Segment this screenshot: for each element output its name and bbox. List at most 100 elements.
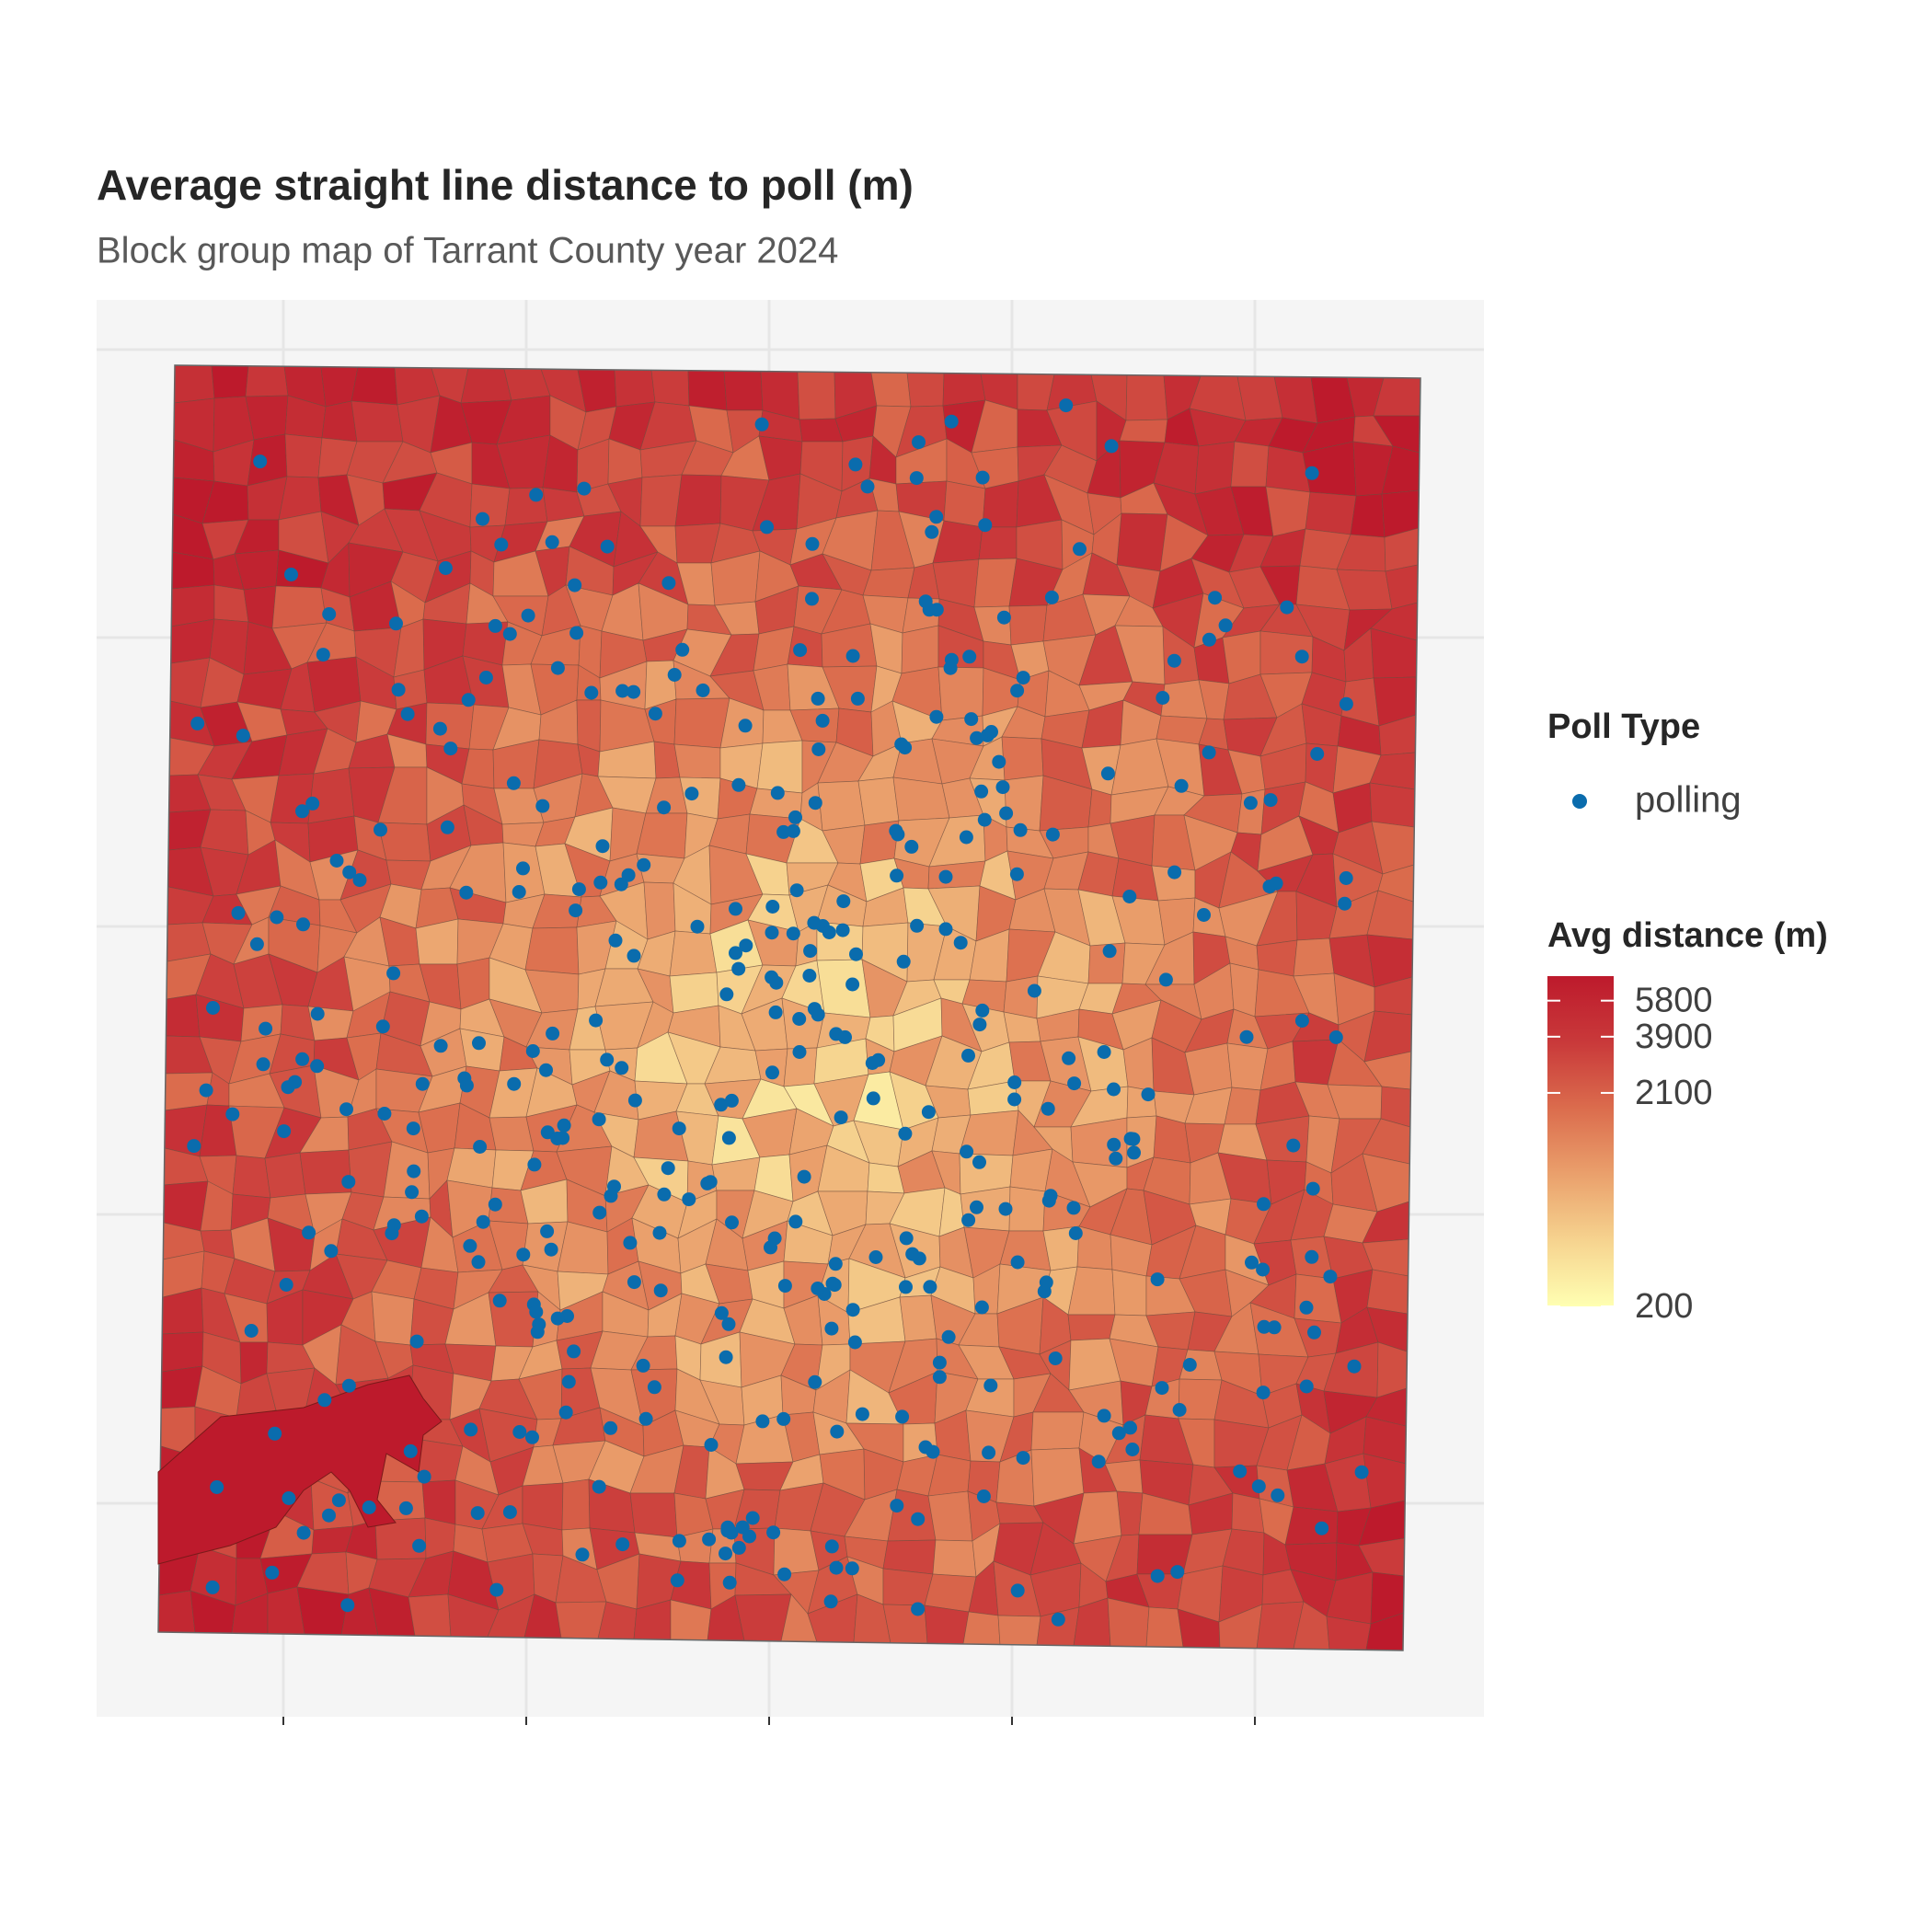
polling-place	[476, 1214, 490, 1229]
polling-place	[838, 1029, 852, 1044]
polling-place	[1294, 650, 1309, 664]
polling-place	[766, 1525, 781, 1540]
polling-place	[905, 1247, 920, 1261]
polling-place	[545, 535, 559, 549]
polling-place	[530, 1325, 545, 1340]
block-group	[161, 1331, 204, 1373]
polling-place	[745, 1511, 760, 1525]
block-group	[1284, 1506, 1339, 1546]
block-group	[1111, 1269, 1147, 1317]
block-group	[299, 1149, 352, 1195]
polling-place	[929, 709, 944, 724]
polling-place	[898, 1126, 913, 1141]
polling-place	[805, 536, 820, 551]
polling-place	[1257, 1197, 1271, 1212]
polling-place	[910, 918, 925, 933]
polling-place	[1107, 1082, 1121, 1097]
polling-place	[302, 1225, 316, 1240]
polling-place	[1155, 1381, 1169, 1396]
polling-place	[789, 883, 804, 898]
polling-place	[974, 784, 989, 799]
block-group	[1116, 1490, 1144, 1536]
polling-place	[1299, 1300, 1314, 1315]
polling-place	[657, 800, 672, 815]
polling-place	[1100, 766, 1115, 781]
block-group	[271, 585, 328, 629]
block-group	[674, 474, 722, 527]
polling-place	[1328, 1030, 1343, 1044]
polling-place	[417, 1469, 431, 1484]
polling-place	[667, 668, 682, 682]
polling-place	[661, 576, 676, 591]
polling-place	[1158, 972, 1173, 987]
polling-place	[459, 1078, 474, 1093]
polling-place	[828, 1257, 843, 1271]
polling-place	[190, 716, 205, 730]
polling-place	[976, 1489, 991, 1503]
polling-place	[1167, 865, 1182, 880]
polling-place	[808, 1374, 822, 1389]
polling-place	[1007, 1092, 1022, 1107]
polling-place	[1104, 439, 1119, 454]
polling-place	[724, 1093, 739, 1108]
block-group	[862, 567, 915, 599]
polling-place	[1245, 1255, 1259, 1270]
polling-place	[1122, 890, 1137, 903]
block-group	[522, 1482, 564, 1531]
polling-place	[961, 1213, 976, 1227]
polling-place	[776, 824, 791, 839]
polling-place	[1141, 1087, 1156, 1102]
polling-place	[996, 610, 1011, 625]
block-group	[408, 1593, 452, 1638]
polling-place	[866, 1091, 880, 1106]
polling-place	[341, 1175, 356, 1190]
polling-place	[999, 806, 1014, 821]
polling-place	[891, 827, 905, 842]
block-group	[1230, 441, 1270, 488]
block-group	[1030, 1411, 1085, 1451]
polling-place	[584, 685, 599, 700]
polling-place	[788, 1214, 803, 1229]
block-group	[1366, 1269, 1409, 1315]
polling-place	[1167, 653, 1181, 668]
polling-place	[802, 969, 817, 983]
polling-place	[362, 1501, 376, 1514]
polling-place	[803, 944, 818, 959]
polling-place	[464, 1422, 478, 1437]
polling-place	[836, 894, 851, 909]
county-outline	[157, 364, 1421, 1651]
polling-place	[898, 741, 913, 755]
polling-place	[535, 799, 550, 813]
polling-place	[1239, 1029, 1254, 1044]
polling-place	[516, 861, 530, 876]
polling-place	[792, 1045, 807, 1059]
polling-place	[703, 1175, 718, 1190]
block-group	[816, 959, 871, 1018]
block-group	[264, 1152, 306, 1199]
polling-place	[825, 1276, 840, 1291]
polling-place	[1218, 618, 1233, 633]
polling-place	[1305, 1181, 1320, 1196]
polling-place	[443, 742, 458, 756]
block-group	[524, 926, 580, 975]
polling-place	[731, 777, 746, 792]
polling-place	[725, 1215, 739, 1230]
county-map	[158, 365, 1420, 1650]
polling-place	[811, 1282, 825, 1295]
polling-place	[1150, 1272, 1165, 1287]
polling-place	[377, 1107, 392, 1121]
polling-place	[657, 1187, 672, 1202]
polling-place	[1097, 1409, 1111, 1423]
polling-place	[592, 1205, 607, 1220]
polling-place	[488, 618, 502, 633]
polling-place	[539, 1063, 553, 1077]
polling-place	[546, 1026, 560, 1041]
polling-place	[391, 683, 406, 697]
polling-place	[1267, 1320, 1282, 1335]
block-group	[1008, 604, 1048, 646]
polling-place	[432, 721, 447, 736]
polling-place	[406, 1121, 420, 1136]
polling-place	[1339, 871, 1353, 885]
polling-place	[478, 671, 493, 684]
polling-place	[647, 1380, 661, 1395]
